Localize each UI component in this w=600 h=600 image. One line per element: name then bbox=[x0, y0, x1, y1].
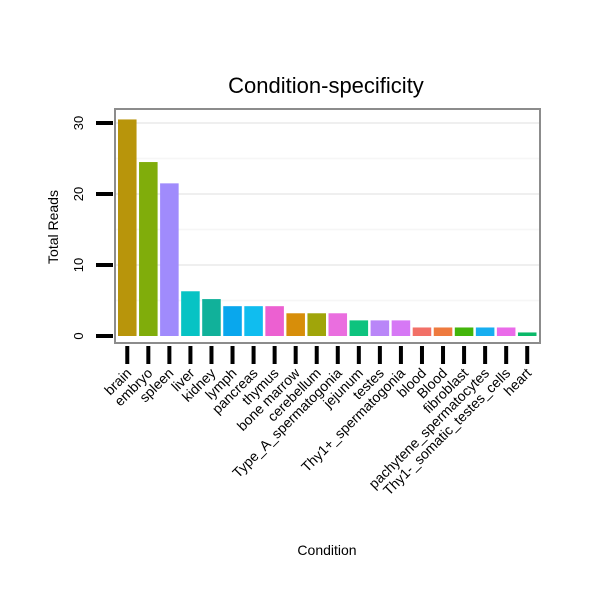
bar-blood bbox=[433, 327, 453, 336]
bar-jejunum bbox=[349, 320, 369, 336]
y-tick-label: 10 bbox=[71, 258, 86, 272]
bar-kidney bbox=[202, 299, 221, 336]
bar-thymus bbox=[265, 306, 284, 336]
chart-title: Condition-specificity bbox=[228, 73, 424, 98]
y-tick-label: 30 bbox=[71, 116, 86, 130]
bar-spleen bbox=[160, 183, 179, 336]
bar-cerebellum bbox=[307, 313, 326, 336]
y-axis-label: Total Reads bbox=[45, 190, 61, 264]
bar-pancreas bbox=[244, 306, 263, 336]
gridlines bbox=[116, 122, 539, 302]
bar-liver bbox=[181, 291, 200, 336]
y-tick-label: 20 bbox=[71, 187, 86, 201]
x-axis: brainembryospleenliverkidneylymphpancrea… bbox=[101, 346, 534, 498]
x-axis-label: Condition bbox=[297, 542, 356, 558]
plot-frame bbox=[114, 108, 541, 344]
bar-thy1-somatic-testes-cells bbox=[496, 327, 516, 336]
bar-testes bbox=[370, 320, 390, 336]
bar-fibroblast bbox=[454, 327, 474, 336]
bar-lymph bbox=[223, 306, 242, 336]
y-tick-label: 0 bbox=[71, 332, 86, 339]
y-axis: 0 10 20 30 bbox=[71, 116, 113, 340]
bar-blood bbox=[412, 327, 432, 336]
bar-bone-marrow bbox=[286, 313, 305, 336]
bar-pachytene-spermatocytes bbox=[475, 327, 495, 336]
bars bbox=[118, 119, 537, 336]
bar-heart bbox=[517, 332, 537, 336]
bar-thy1-spermatogonia bbox=[391, 320, 411, 336]
bar-brain bbox=[118, 119, 137, 336]
bar-type-a-spermatogonia bbox=[328, 313, 348, 336]
bar-embryo bbox=[139, 162, 158, 336]
